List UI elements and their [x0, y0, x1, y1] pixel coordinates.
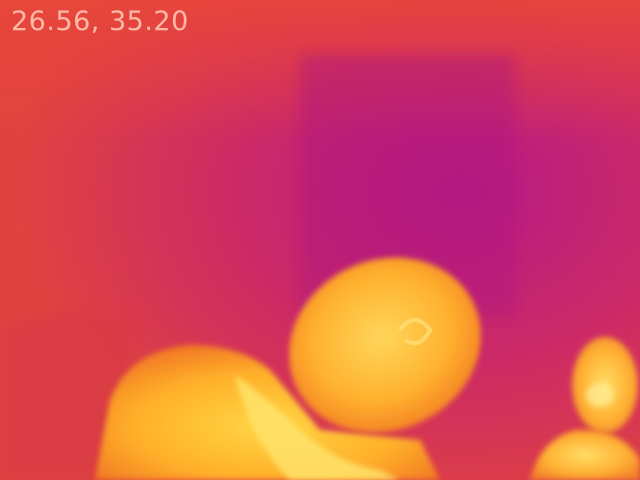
person-neck [235, 375, 400, 480]
hair-whorl [398, 318, 433, 346]
child-shoulders [530, 430, 640, 480]
child-face-highlight [586, 383, 614, 407]
temperature-readout: 26.56, 35.20 [11, 6, 189, 37]
lower-left-wall [0, 312, 130, 480]
person-head [289, 257, 481, 433]
